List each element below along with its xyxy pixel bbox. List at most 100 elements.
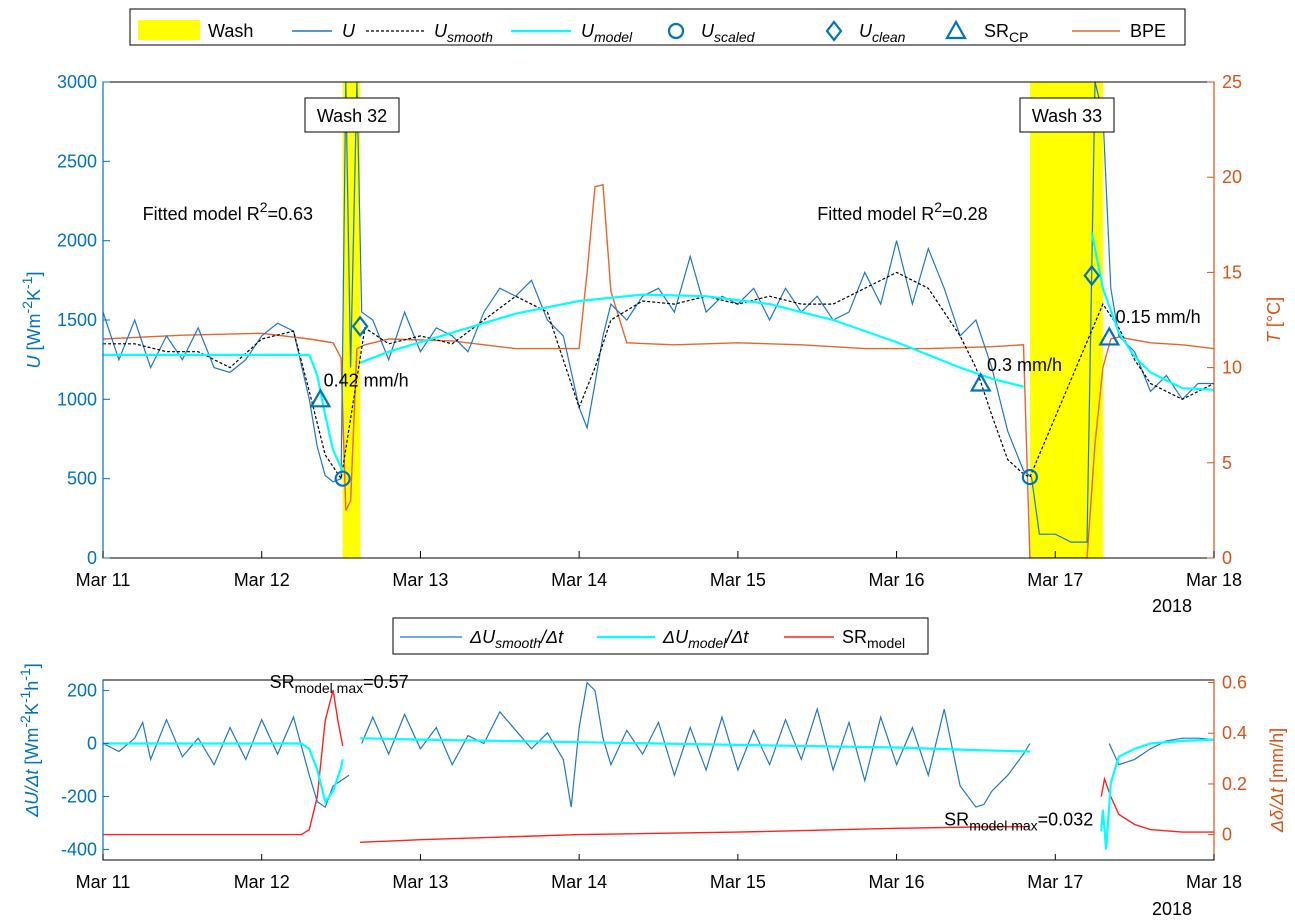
marker-sr-cp-2 [969,372,992,392]
series-du-model-line-seg3 [1100,738,1214,850]
bottom-right-tick-label: 0.2 [1222,774,1247,794]
legend-label-SR_CP: SRCP [984,21,1028,45]
top-legend-item-U_scaled: Uscaled [667,21,756,45]
series-sr-model-line-seg3 [1100,776,1214,833]
top-left-tick-label: 3000 [57,72,97,92]
bottom-x-tick-label: Mar 15 [710,872,766,892]
bottom-x-tick-label: Mar 11 [76,872,131,892]
top-x-tick-label: Mar 16 [869,570,925,590]
top-annotation-r2: Fitted model R2=0.63 [143,199,313,224]
series-u-smooth-line [103,271,1214,481]
bottom-annotation-srmax: SRmodel max=0.57 [270,672,409,696]
bottom-y-right-label: Δδ/Δt [mm/h] [1267,728,1287,833]
bottom-x-year-label: 2018 [1152,899,1192,919]
bottom-legend-item-SR_model: SRmodel [784,627,905,651]
top-right-tick-label: 25 [1222,72,1242,92]
top-left-tick-label: 2500 [57,151,97,171]
series-du-smooth-line-seg1 [103,715,350,809]
series-du-smooth-line-seg3 [1108,737,1214,766]
legend-label-U: U [342,21,356,41]
legend-label-U_smooth: Usmooth [434,21,493,45]
legend-swatch-sr-cp [945,19,967,40]
bottom-x-tick-label: Mar 18 [1186,872,1242,892]
series-sr-model-line-seg1 [103,689,344,836]
legend-label-dU_smooth: ΔUsmooth/Δt [469,627,564,651]
wash-label-text-1: Wash 32 [317,106,387,126]
series-u-model-line-seg3 [1090,232,1214,391]
bottom-legend-item-dU_model: ΔUmodel/Δt [597,627,749,651]
wash-label-box-1 [304,97,400,133]
bottom-legend-item-dU_smooth: ΔUsmooth/Δt [400,627,564,651]
bottom-right-tick-label: 0.6 [1222,673,1247,693]
top-legend-item-U: U [292,21,356,41]
bottom-legend-box [392,617,929,655]
legend-label-U_model: Umodel [581,21,633,45]
legend-swatch-wash [138,20,200,40]
legend-swatch-u-clean [825,20,843,42]
marker-u-clean-2 [1083,264,1101,287]
series-du-smooth-line-seg2 [361,681,1031,808]
top-right-tick-label: 5 [1222,453,1232,473]
top-left-tick-label: 1500 [57,310,97,330]
top-x-tick-label: Mar 13 [392,570,448,590]
bottom-left-tick-label: -400 [61,839,97,859]
top-annotation-rate: 0.15 mm/h [1116,307,1201,327]
top-legend-item-SR_CP: SRCP [945,19,1028,45]
wash-label-text-2: Wash 33 [1032,106,1102,126]
top-x-tick-label: Mar 15 [710,570,766,590]
bottom-y-left-label: ΔU/Δt [Wm-2K-1h-1] [17,663,42,818]
marker-sr-cp-1 [309,388,332,408]
series-du-model-line-seg2 [360,737,1030,753]
bottom-annotation-srmax: SRmodel max=0.032 [944,810,1093,834]
top-x-tick-label: Mar 11 [76,570,131,590]
bottom-left-tick-label: 0 [87,734,97,754]
top-x-year-label: 2018 [1152,596,1192,616]
series-sr-model-line-seg2 [360,825,1030,843]
top-right-tick-label: 10 [1222,358,1242,378]
series-u-model-line-seg2 [359,293,1024,388]
top-left-tick-label: 2000 [57,231,97,251]
bottom-right-tick-label: 0 [1222,825,1232,845]
top-legend-box [129,8,1186,46]
legend-label-BPE: BPE [1130,21,1166,41]
top-plot-area [103,82,1214,558]
legend-label-dU_model: ΔUmodel/Δt [662,627,749,651]
bottom-plot-area [103,681,1214,850]
top-x-tick-label: Mar 14 [551,570,607,590]
wash-label-box-2 [1019,97,1115,133]
top-legend-item-wash: Wash [138,20,253,41]
marker-sr-cp-3 [1098,326,1121,346]
top-right-tick-label: 15 [1222,262,1242,282]
bottom-left-tick-label: -200 [61,786,97,806]
bottom-x-tick-label: Mar 13 [392,872,448,892]
top-annotation-rate: 0.42 mm/h [324,371,409,391]
top-right-tick-label: 0 [1222,548,1232,568]
top-y-right-label: T [°C] [1264,297,1284,343]
top-x-tick-label: Mar 17 [1027,570,1083,590]
series-u-model-line-seg1 [103,353,344,473]
bottom-x-tick-label: Mar 14 [551,872,607,892]
top-annotation-r2: Fitted model R2=0.28 [817,199,987,224]
top-right-tick-label: 20 [1222,167,1242,187]
marker-u-scaled-1 [334,470,351,487]
legend-label-wash: Wash [208,21,253,41]
top-legend-item-U_clean: Uclean [825,20,906,45]
top-left-tick-label: 0 [87,548,97,568]
top-legend-item-U_smooth: Usmooth [366,21,493,45]
top-left-tick-label: 1000 [57,389,97,409]
top-left-tick-label: 500 [67,469,97,489]
series-u-line [103,82,1214,543]
legend-label-U_clean: Uclean [859,21,906,45]
bottom-x-tick-label: Mar 16 [869,872,925,892]
marker-u-scaled-2 [1021,468,1038,486]
series-du-model-line-seg1 [103,742,344,805]
top-x-tick-label: Mar 12 [234,570,290,590]
legend-label-SR_model: SRmodel [842,627,905,651]
legend-label-U_scaled: Uscaled [701,21,756,45]
bottom-x-tick-label: Mar 17 [1027,872,1083,892]
bottom-right-tick-label: 0.4 [1222,723,1247,743]
top-y-left-label: U [Wm-2K-1] [19,272,44,369]
legend-swatch-u-scaled [667,22,685,40]
top-annotation-rate: 0.3 mm/h [987,355,1062,375]
